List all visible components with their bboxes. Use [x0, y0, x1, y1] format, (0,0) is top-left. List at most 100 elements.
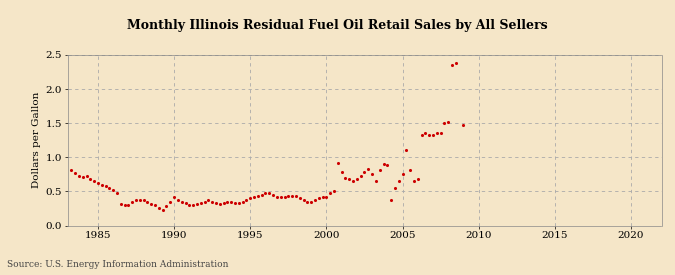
Point	[290, 194, 301, 198]
Point	[146, 202, 157, 206]
Point	[230, 201, 240, 205]
Point	[88, 179, 99, 183]
Point	[97, 182, 107, 187]
Point	[195, 201, 206, 205]
Point	[78, 175, 88, 179]
Point	[256, 192, 267, 197]
Point	[237, 199, 248, 204]
Point	[81, 174, 92, 178]
Point	[271, 195, 282, 199]
Point	[268, 192, 279, 197]
Point	[428, 133, 439, 138]
Point	[394, 179, 404, 183]
Point	[405, 167, 416, 172]
Point	[153, 206, 164, 211]
Point	[363, 167, 374, 171]
Point	[431, 131, 442, 136]
Point	[306, 199, 317, 204]
Point	[340, 175, 351, 180]
Point	[321, 195, 332, 199]
Point	[218, 201, 229, 205]
Y-axis label: Dollars per Gallon: Dollars per Gallon	[32, 92, 41, 188]
Point	[108, 188, 119, 192]
Point	[420, 131, 431, 136]
Point	[226, 199, 237, 204]
Point	[188, 203, 198, 207]
Point	[333, 161, 344, 165]
Point	[336, 170, 347, 175]
Point	[115, 202, 126, 206]
Point	[382, 163, 393, 168]
Point	[245, 196, 256, 200]
Point	[416, 133, 427, 138]
Point	[150, 203, 161, 207]
Point	[352, 177, 362, 181]
Point	[367, 172, 377, 177]
Point	[157, 208, 168, 213]
Point	[450, 61, 461, 65]
Point	[199, 199, 210, 204]
Point	[355, 174, 366, 178]
Point	[397, 172, 408, 177]
Point	[184, 203, 195, 207]
Point	[252, 194, 263, 198]
Point	[211, 201, 221, 205]
Point	[435, 131, 446, 136]
Point	[142, 199, 153, 204]
Point	[192, 202, 202, 206]
Point	[408, 179, 419, 183]
Point	[215, 202, 225, 206]
Point	[283, 194, 294, 198]
Point	[443, 120, 454, 124]
Point	[264, 191, 275, 196]
Point	[275, 195, 286, 199]
Point	[389, 186, 400, 190]
Point	[401, 148, 412, 153]
Point	[298, 197, 309, 202]
Point	[74, 174, 84, 178]
Point	[329, 189, 340, 194]
Point	[310, 197, 321, 202]
Point	[375, 167, 385, 172]
Point	[203, 197, 214, 202]
Point	[169, 195, 180, 199]
Point	[85, 177, 96, 181]
Point	[241, 197, 252, 202]
Point	[458, 122, 469, 127]
Point	[92, 180, 103, 185]
Point	[260, 191, 271, 196]
Point	[134, 197, 145, 202]
Point	[248, 195, 259, 199]
Point	[348, 179, 358, 183]
Point	[371, 179, 381, 183]
Point	[222, 199, 233, 204]
Point	[317, 195, 328, 199]
Point	[439, 121, 450, 125]
Point	[100, 184, 111, 188]
Point	[180, 201, 191, 205]
Point	[131, 197, 142, 202]
Point	[176, 199, 187, 204]
Point	[424, 133, 435, 137]
Point	[66, 168, 77, 172]
Point	[138, 198, 149, 202]
Point	[123, 203, 134, 207]
Point	[165, 199, 176, 204]
Point	[104, 186, 115, 190]
Point	[344, 177, 354, 181]
Point	[127, 199, 138, 204]
Point	[385, 197, 396, 202]
Point	[325, 191, 335, 196]
Point	[279, 195, 290, 199]
Point	[359, 170, 370, 175]
Point	[447, 63, 458, 67]
Point	[161, 204, 172, 209]
Point	[294, 196, 305, 200]
Point	[111, 191, 122, 195]
Text: Source: U.S. Energy Information Administration: Source: U.S. Energy Information Administ…	[7, 260, 228, 269]
Point	[302, 199, 313, 204]
Point	[412, 177, 423, 181]
Point	[207, 199, 217, 204]
Point	[70, 171, 80, 175]
Point	[234, 201, 244, 205]
